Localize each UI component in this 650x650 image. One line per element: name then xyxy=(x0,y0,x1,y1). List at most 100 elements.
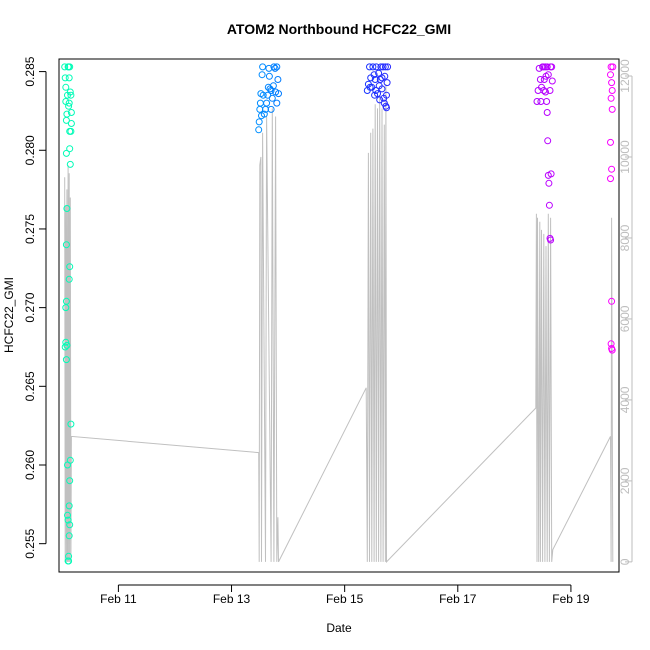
data-point xyxy=(535,64,543,72)
y-right-tick-label: 10000 xyxy=(618,140,632,174)
data-point xyxy=(547,170,555,178)
y-tick-label: 0.270 xyxy=(23,292,37,322)
data-point xyxy=(65,532,73,540)
data-point xyxy=(370,71,378,79)
data-point xyxy=(62,304,70,312)
data-point xyxy=(67,420,75,428)
data-point xyxy=(607,71,614,79)
data-point xyxy=(259,91,267,99)
data-point xyxy=(66,521,74,529)
data-point xyxy=(66,456,74,464)
data-point xyxy=(271,64,279,72)
data-point xyxy=(263,99,271,107)
x-tick-label: Feb 17 xyxy=(439,592,477,606)
data-point xyxy=(375,82,383,90)
data-point xyxy=(65,557,73,565)
altitude-series xyxy=(64,84,614,564)
data-point xyxy=(65,99,73,107)
data-point xyxy=(65,63,73,71)
data-point xyxy=(264,83,272,91)
data-point xyxy=(366,63,373,71)
data-point xyxy=(64,91,71,99)
y-right-tick-label: 12000 xyxy=(618,59,632,93)
data-point xyxy=(608,87,616,94)
data-point xyxy=(66,263,74,271)
data-point xyxy=(62,149,70,157)
data-point xyxy=(607,175,614,183)
data-point xyxy=(608,297,616,305)
x-axis: Feb 11 Feb 13 Feb 15 Feb 17 Feb 19 xyxy=(100,584,590,606)
data-point xyxy=(65,275,73,283)
data-point xyxy=(377,63,385,71)
data-point xyxy=(65,74,73,82)
data-point xyxy=(67,127,75,135)
data-point xyxy=(607,94,615,102)
data-point xyxy=(608,105,616,113)
data-point xyxy=(608,346,616,354)
data-point xyxy=(274,76,282,83)
data-point xyxy=(65,102,73,110)
data-point xyxy=(608,165,616,173)
data-point xyxy=(255,118,263,126)
data-point xyxy=(547,236,555,244)
data-point xyxy=(545,201,553,209)
data-point xyxy=(62,356,70,364)
altitude-line xyxy=(64,84,614,564)
data-point xyxy=(383,104,390,112)
y-tick-label: 0.255 xyxy=(23,528,37,558)
data-point xyxy=(270,63,278,71)
data-point xyxy=(533,98,541,105)
data-point xyxy=(273,99,281,107)
data-point xyxy=(546,87,554,94)
data-point xyxy=(61,63,69,71)
data-point xyxy=(61,343,69,351)
data-point xyxy=(269,82,277,90)
data-point xyxy=(260,110,268,118)
data-point xyxy=(609,63,617,71)
data-point xyxy=(275,90,282,98)
data-point xyxy=(381,63,389,71)
y-right-tick-label: 6000 xyxy=(618,305,632,332)
data-point xyxy=(369,63,377,71)
data-point xyxy=(259,63,267,71)
data-point xyxy=(65,552,73,560)
y-tick-label: 0.260 xyxy=(23,450,37,480)
data-point xyxy=(64,516,72,524)
data-point xyxy=(66,160,74,168)
data-point xyxy=(67,91,75,99)
data-point xyxy=(62,83,70,91)
data-point xyxy=(379,63,387,71)
data-point xyxy=(380,94,388,102)
data-point xyxy=(547,63,555,71)
y-axis-label: HCFC22_GMI xyxy=(2,277,16,353)
y-right-tick-label: 2000 xyxy=(618,467,632,494)
data-point xyxy=(267,105,275,113)
data-point xyxy=(372,63,380,71)
y-tick-label: 0.285 xyxy=(23,56,37,86)
data-point xyxy=(548,77,556,85)
x-tick-label: Feb 13 xyxy=(213,592,251,606)
data-point xyxy=(64,511,71,519)
data-point xyxy=(61,74,69,82)
data-point xyxy=(268,94,276,102)
data-points xyxy=(61,63,617,565)
data-point xyxy=(255,126,263,134)
data-point xyxy=(384,63,392,71)
y-axis-right: 0 2000 4000 6000 8000 10000 12000 xyxy=(618,59,633,565)
y-right-tick-label: 0 xyxy=(618,558,632,565)
x-tick-label: Feb 15 xyxy=(326,592,364,606)
data-point xyxy=(542,88,549,96)
x-tick-label: Feb 19 xyxy=(552,592,590,606)
data-point xyxy=(258,71,266,79)
y-tick-label: 0.275 xyxy=(23,214,37,244)
data-point xyxy=(383,79,391,87)
y-tick-label: 0.280 xyxy=(23,135,37,165)
data-point xyxy=(543,63,551,71)
plot-frame xyxy=(58,58,620,573)
data-point xyxy=(536,76,544,83)
data-point xyxy=(63,205,71,212)
y-right-tick-label: 8000 xyxy=(618,224,632,251)
data-point xyxy=(608,79,616,87)
data-point xyxy=(66,145,74,153)
